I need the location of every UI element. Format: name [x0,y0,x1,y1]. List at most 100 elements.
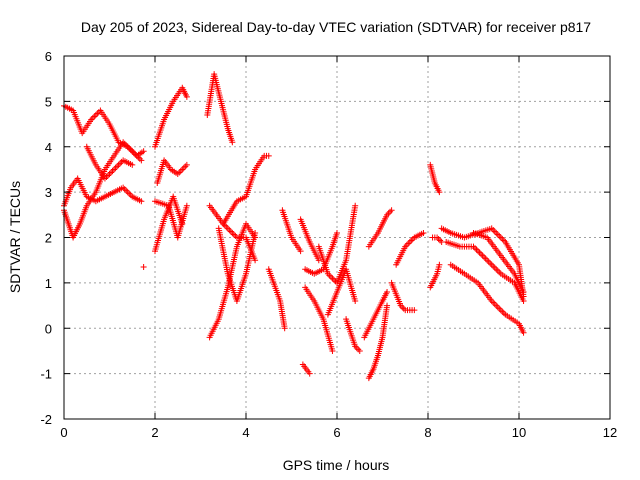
data-point-marker [118,158,125,165]
y-tick-label: 3 [45,185,52,200]
data-point-marker [226,226,233,233]
series-trace-ac [427,161,443,196]
data-point-marker [306,370,313,377]
series-trace-v [324,266,359,318]
data-point-marker [229,229,236,236]
y-tick-label: 2 [45,231,52,246]
series-trace-o [265,266,288,332]
y-tick-label: 1 [45,276,52,291]
data-point-marker [138,157,145,164]
y-tick-label: 0 [45,321,52,336]
data-point-marker [484,257,491,264]
data-point-marker [179,166,186,173]
series-trace-b [61,175,145,209]
grid-lines [64,56,610,419]
data-point-marker [229,139,236,146]
data-point-marker [109,167,116,174]
series-trace-aa [388,279,418,314]
y-tick-label: -2 [40,412,52,427]
data-point-marker [491,264,498,271]
data-point-marker [121,186,128,193]
data-point-marker [408,237,415,244]
data-point-marker [494,231,501,238]
data-point-marker [252,229,259,236]
series-trace-q [297,216,322,264]
data-point-marker [475,248,482,255]
series-trace-j [204,71,236,146]
data-point-marker [388,207,395,214]
data-point-marker [490,263,497,270]
data-point-marker [520,288,527,295]
y-tick-label: 4 [45,140,52,155]
data-point-marker [405,240,412,247]
data-point-marker [108,169,115,176]
data-point-marker [182,163,189,170]
data-point-marker [485,258,492,265]
data-point-marker [297,248,304,255]
data-point-marker [94,110,101,117]
data-point-marker [224,225,231,232]
data-point-marker [176,169,183,176]
data-point-marker [132,151,139,158]
x-tick-label: 6 [333,425,340,440]
data-point-marker [281,325,288,332]
data-point-marker [496,269,503,276]
series-trace-e [140,263,147,270]
data-point-marker [252,257,259,264]
x-tick-label: 4 [242,425,249,440]
data-point-marker [496,305,503,312]
data-point-marker [387,208,394,215]
series-trace-m [215,225,259,305]
data-point-marker [356,347,363,354]
data-point-marker [479,252,486,259]
data-point-marker [106,170,113,177]
data-point-marker [334,229,340,236]
data-point-marker [490,226,497,233]
data-point-marker [494,304,501,311]
data-point-marker [499,308,506,315]
data-points [61,71,527,382]
data-point-marker [384,302,391,309]
data-point-marker [115,161,122,168]
series-trace-x [365,302,391,382]
data-point-marker [476,249,483,256]
data-point-marker [482,255,489,262]
series-trace-ai [470,229,527,295]
data-point-marker [481,254,488,261]
series-trace-d [83,143,136,182]
data-point-marker [493,302,500,309]
data-point-marker [127,146,134,153]
chart-title: Day 205 of 2023, Sidereal Day-to-day VTE… [81,19,591,35]
data-point-marker [136,155,143,162]
data-point-marker [494,267,501,274]
x-axis-label: GPS time / hours [283,457,390,473]
data-point-marker [497,234,504,241]
series-trace-w [343,316,363,354]
data-point-marker [488,261,495,268]
series-trace-i [152,198,190,241]
series-trace-n [220,152,272,227]
data-point-marker [327,273,334,280]
series-trace-af [438,225,527,300]
data-point-marker [493,229,500,236]
data-point-marker [400,305,407,312]
data-point-marker [92,111,99,118]
y-tick-label: 6 [45,49,52,64]
series-trace-y [361,288,391,341]
series-trace-ad [429,234,445,246]
y-tick-label: -1 [40,367,52,382]
data-point-marker [329,347,336,354]
data-point-marker [473,246,480,253]
series-trace-ae [427,261,443,291]
x-tick-label: 10 [512,425,526,440]
series-trace-u [315,202,359,286]
data-point-marker [352,202,359,209]
data-point-marker [112,164,119,171]
data-point-marker [406,239,413,246]
series-trace-k [206,220,259,341]
data-point-marker [265,152,272,159]
data-point-marker [499,236,506,243]
data-point-marker [129,161,136,168]
data-point-marker [140,148,147,155]
